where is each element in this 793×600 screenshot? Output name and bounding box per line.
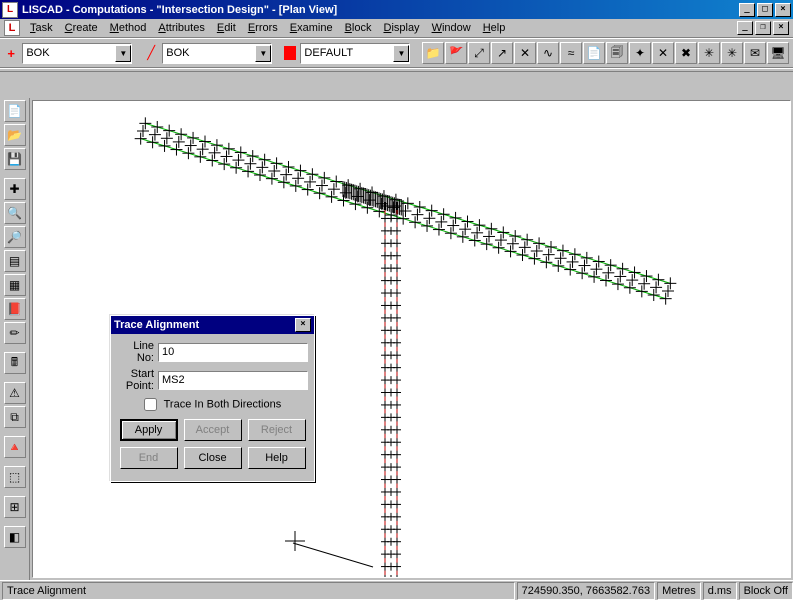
sidebar-button-23[interactable]: ◧ xyxy=(4,526,26,548)
sidebar-button-9[interactable]: 📕 xyxy=(4,298,26,320)
toolbar-button-15[interactable]: 🖥 xyxy=(767,42,789,64)
app-icon: L xyxy=(2,2,18,18)
apply-button[interactable]: Apply xyxy=(120,419,178,441)
menu-window[interactable]: Window xyxy=(426,20,477,36)
toolbar-1: + ▼ ╱ ▼ ▼ 📁🚩⤢↗✕∿≈📄🗐✦✕✖✳✳✉🖥 xyxy=(0,38,793,68)
dialog-close-button[interactable]: × xyxy=(295,318,311,332)
line-no-label: Line No: xyxy=(117,340,158,364)
dialog-title: Trace Alignment xyxy=(114,319,295,331)
reject-button[interactable]: Reject xyxy=(248,419,306,441)
plan-view-canvas[interactable]: Trace Alignment × Line No: Start Point: xyxy=(32,100,791,578)
dropdown-icon[interactable]: ▼ xyxy=(393,45,409,62)
toolbar-button-10[interactable]: ✕ xyxy=(652,42,674,64)
combo-style-input[interactable] xyxy=(301,45,393,62)
start-point-label: Start Point: xyxy=(117,368,158,392)
menu-block[interactable]: Block xyxy=(339,20,378,36)
menu-bar: L TaskCreateMethodAttributesEditErrorsEx… xyxy=(0,19,793,38)
menu-attributes[interactable]: Attributes xyxy=(152,20,210,36)
combo-line-layer-input[interactable] xyxy=(163,45,255,62)
toolbar-button-2[interactable]: ⤢ xyxy=(468,42,490,64)
menu-task[interactable]: Task xyxy=(24,20,59,36)
sidebar-button-0[interactable]: 📄 xyxy=(4,100,26,122)
toolbar-button-0[interactable]: 📁 xyxy=(422,42,444,64)
combo-line-layer[interactable]: ▼ xyxy=(162,43,272,64)
trace-alignment-dialog: Trace Alignment × Line No: Start Point: xyxy=(109,314,111,316)
toolbar-button-12[interactable]: ✳ xyxy=(698,42,720,64)
toolbar-button-11[interactable]: ✖ xyxy=(675,42,697,64)
point-red-icon: + xyxy=(4,45,18,61)
toolbar-button-8[interactable]: 🗐 xyxy=(606,42,628,64)
status-units: Metres xyxy=(657,582,701,600)
dropdown-icon[interactable]: ▼ xyxy=(255,45,271,62)
sidebar-button-19[interactable]: ⬚ xyxy=(4,466,26,488)
toolbar-button-3[interactable]: ↗ xyxy=(491,42,513,64)
line-no-input[interactable] xyxy=(158,343,308,362)
status-angle: d.ms xyxy=(703,582,737,600)
sidebar-button-4[interactable]: ✚ xyxy=(4,178,26,200)
sidebar-button-6[interactable]: 🔎 xyxy=(4,226,26,248)
sidebar-button-12[interactable]: 🖩 xyxy=(4,352,26,374)
status-coords: 724590.350, 7663582.763 xyxy=(517,582,655,600)
mdi-close-button[interactable]: × xyxy=(773,21,789,35)
menu-display[interactable]: Display xyxy=(377,20,425,36)
title-bar: L LISCAD - Computations - "Intersection … xyxy=(0,0,793,19)
sidebar-button-14[interactable]: ⚠ xyxy=(4,382,26,404)
end-button[interactable]: End xyxy=(120,447,178,469)
sidebar-button-5[interactable]: 🔍 xyxy=(4,202,26,224)
toolbar-button-6[interactable]: ≈ xyxy=(560,42,582,64)
status-bar: Trace Alignment 724590.350, 7663582.763 … xyxy=(0,580,793,600)
toolbar-button-9[interactable]: ✦ xyxy=(629,42,651,64)
status-block: Block Off xyxy=(739,582,793,600)
toolbar-button-4[interactable]: ✕ xyxy=(514,42,536,64)
mdi-restore-button[interactable]: ❐ xyxy=(755,21,771,35)
start-point-input[interactable] xyxy=(158,371,308,390)
trace-both-label: Trace In Both Directions xyxy=(164,398,282,410)
minimize-button[interactable]: _ xyxy=(739,3,755,17)
menu-edit[interactable]: Edit xyxy=(211,20,242,36)
close-button[interactable]: × xyxy=(775,3,791,17)
sidebar-button-15[interactable]: ⧉ xyxy=(4,406,26,428)
toolbar-separator xyxy=(0,68,793,72)
color-swatch[interactable] xyxy=(284,46,297,60)
combo-point-layer[interactable]: ▼ xyxy=(22,43,132,64)
combo-point-layer-input[interactable] xyxy=(23,45,115,62)
mdi-icon: L xyxy=(4,20,20,36)
toolbar-button-1[interactable]: 🚩 xyxy=(445,42,467,64)
dialog-title-bar[interactable]: Trace Alignment × xyxy=(111,316,314,334)
toolbar-button-5[interactable]: ∿ xyxy=(537,42,559,64)
menu-examine[interactable]: Examine xyxy=(284,20,339,36)
menu-method[interactable]: Method xyxy=(104,20,153,36)
sidebar-button-7[interactable]: ▤ xyxy=(4,250,26,272)
sidebar-button-8[interactable]: ▦ xyxy=(4,274,26,296)
trace-both-checkbox[interactable] xyxy=(144,398,157,411)
sidebar-button-21[interactable]: ⊞ xyxy=(4,496,26,518)
status-message: Trace Alignment xyxy=(2,582,515,600)
sidebar-button-17[interactable]: 🔺 xyxy=(4,436,26,458)
close-button[interactable]: Close xyxy=(184,447,242,469)
toolbar-button-7[interactable]: 📄 xyxy=(583,42,605,64)
mdi-minimize-button[interactable]: _ xyxy=(737,21,753,35)
menu-help[interactable]: Help xyxy=(477,20,512,36)
window-title: LISCAD - Computations - "Intersection De… xyxy=(22,4,739,16)
side-toolbar: 📄📂💾 ✚🔍🔎▤▦📕✏ 🖩 ⚠⧉ 🔺 ⬚ ⊞ ◧ xyxy=(0,98,30,580)
sidebar-button-2[interactable]: 💾 xyxy=(4,148,26,170)
toolbar-button-13[interactable]: ✳ xyxy=(721,42,743,64)
maximize-button[interactable]: □ xyxy=(757,3,773,17)
dropdown-icon[interactable]: ▼ xyxy=(115,45,131,62)
toolbar-button-14[interactable]: ✉ xyxy=(744,42,766,64)
combo-style[interactable]: ▼ xyxy=(300,43,410,64)
line-red-icon: ╱ xyxy=(144,45,158,61)
sidebar-button-1[interactable]: 📂 xyxy=(4,124,26,146)
accept-button[interactable]: Accept xyxy=(184,419,242,441)
menu-errors[interactable]: Errors xyxy=(242,20,284,36)
help-button[interactable]: Help xyxy=(248,447,306,469)
menu-create[interactable]: Create xyxy=(59,20,104,36)
sidebar-button-10[interactable]: ✏ xyxy=(4,322,26,344)
